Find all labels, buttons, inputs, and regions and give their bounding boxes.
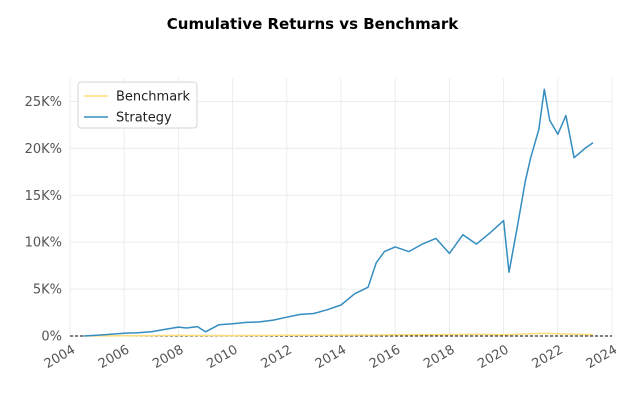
x-tick-label: 2018 — [421, 342, 457, 372]
y-tick-label: 20K% — [25, 142, 62, 157]
legend-label-strategy: Strategy — [116, 111, 172, 126]
y-tick-label: 25K% — [25, 95, 62, 110]
x-tick-label: 2020 — [475, 342, 511, 372]
series-lines — [83, 88, 594, 337]
grid — [69, 78, 613, 337]
y-tick-label: 15K% — [25, 189, 62, 204]
y-tick-label: 10K% — [25, 236, 62, 251]
series-line-strategy — [83, 88, 594, 337]
y-tick-label: 0% — [41, 330, 62, 345]
series-line-benchmark — [83, 332, 594, 337]
x-tick-label: 2006 — [96, 342, 132, 372]
x-tick-label: 2012 — [259, 342, 295, 372]
x-tick-label: 2008 — [150, 342, 186, 372]
legend-label-benchmark: Benchmark — [116, 90, 191, 105]
x-tick-label: 2024 — [584, 342, 620, 372]
x-tick-label: 2004 — [42, 342, 78, 372]
chart-title: Cumulative Returns vs Benchmark — [166, 15, 459, 33]
axis-labels: 0% 5K% 10K% 15K% 20K% 25K% 2004 2006 2008 2010 201… — [25, 95, 620, 372]
y-tick-label: 5K% — [33, 283, 62, 298]
legend: Benchmark Strategy — [77, 81, 198, 129]
x-tick-label: 2014 — [313, 342, 349, 372]
x-tick-label: 2010 — [204, 342, 240, 372]
x-tick-label: 2022 — [530, 342, 566, 372]
x-tick-label: 2016 — [367, 342, 403, 372]
